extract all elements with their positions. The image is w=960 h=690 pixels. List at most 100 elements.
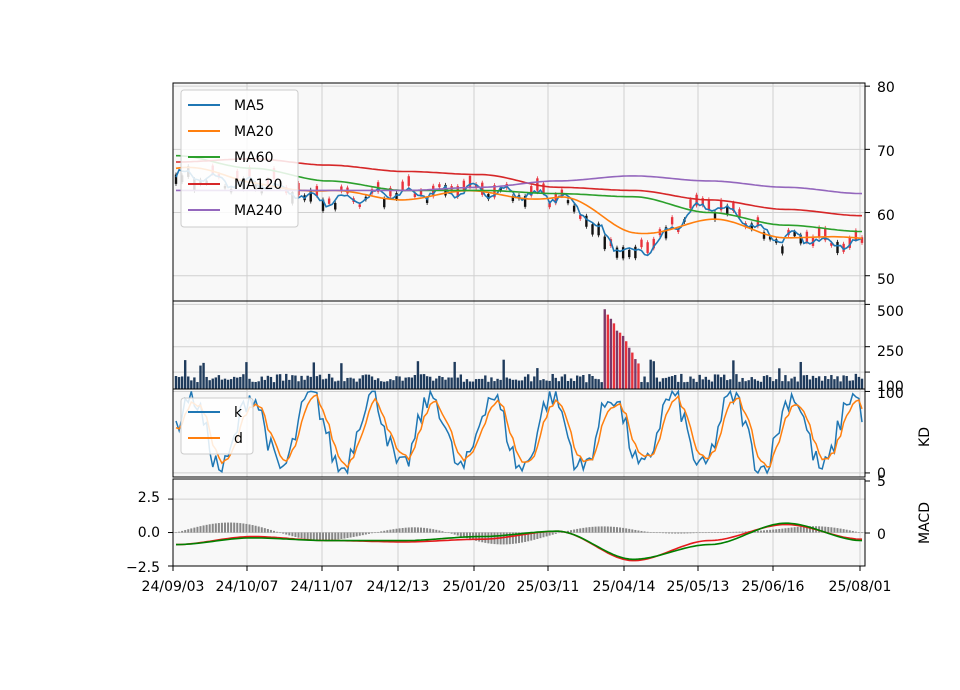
volume-bar [278, 374, 282, 389]
macd-hist-bar [367, 532, 370, 534]
candle-body [579, 215, 582, 219]
candle-body [732, 202, 735, 211]
candle-body [768, 236, 772, 240]
volume-bar [245, 362, 248, 389]
axis-ticks [168, 85, 870, 571]
volume-bar [799, 361, 802, 389]
volume-bar [572, 380, 576, 389]
volume-bar [857, 376, 861, 389]
macd-hist-bar [315, 532, 318, 541]
volume-bar [456, 377, 459, 389]
macd-lines [175, 522, 863, 562]
volume-bar [790, 378, 793, 389]
candle-body [487, 193, 490, 200]
macd-line-dea [176, 522, 863, 561]
volume-bar [254, 381, 257, 389]
macd-tick-labels: −2.5 0.0 2.5 0 5 MACD [126, 474, 933, 576]
volume-bar [312, 362, 316, 389]
volume-bar [716, 374, 720, 389]
kd-tick-label: 100 [877, 386, 904, 402]
volume-bar [208, 380, 211, 389]
macd-hist-bar [208, 524, 211, 533]
macd-hist-bar [429, 528, 432, 533]
volume-bar [759, 381, 763, 389]
macd-hist-bar [432, 529, 435, 533]
macd-hist-bar [331, 532, 334, 540]
legend-label-ma120: MA120 [234, 177, 282, 193]
volume-bar [670, 376, 674, 389]
macd-hist-bar [518, 532, 520, 544]
volume-bar [425, 376, 429, 389]
macd-hist-bar [603, 526, 606, 533]
volume-bar [646, 382, 649, 389]
kd-line-k [175, 388, 863, 476]
macd-hist-bar [763, 530, 765, 533]
volume-bar [569, 378, 573, 389]
volume-bar [830, 375, 833, 389]
candle-body [670, 217, 674, 225]
macd-hist-bar [619, 527, 622, 533]
macd-hist-bar [851, 530, 854, 533]
candle-body [585, 215, 588, 227]
macd-hist-bar [487, 532, 490, 544]
macd-hist-bar [282, 532, 285, 534]
macd-axis-label: MACD [917, 502, 933, 544]
macd-hist-bar [193, 527, 196, 533]
x-tick-label: 25/01/20 [443, 579, 506, 595]
macd-hist-bar [205, 524, 208, 533]
candle-body [652, 238, 655, 249]
candle-body [481, 182, 484, 195]
macd-hist-bar [199, 526, 202, 533]
volume-bar [392, 380, 395, 389]
volume-bar [376, 378, 380, 389]
volume-bar [579, 376, 582, 389]
volume-bar [539, 380, 542, 389]
volume-bar [621, 335, 625, 389]
macd-hist-bar [462, 532, 465, 538]
macd-hist-bar [276, 531, 279, 533]
macd-hist-bar [677, 532, 680, 534]
legend-label-ma240: MA240 [234, 203, 282, 219]
volume-bar [441, 377, 444, 389]
macd-hist-bar [291, 532, 294, 537]
candle-body [572, 205, 576, 212]
macd-left-tick-label: 0.0 [138, 525, 160, 541]
legend-label-d: d [234, 431, 243, 447]
volume-bar [701, 379, 704, 389]
macd-hist-bar [340, 532, 343, 539]
volume-bar [248, 378, 251, 389]
volume-bar [860, 378, 864, 389]
price-tick-label: 60 [877, 208, 895, 224]
volume-bar [747, 380, 750, 389]
macd-hist-bar [720, 532, 723, 533]
macd-hist-bar [318, 532, 321, 541]
macd-hist-bar [591, 526, 594, 533]
macd-hist-bar [300, 532, 303, 539]
macd-hist-bar [735, 531, 738, 533]
volume-bar [686, 381, 689, 389]
volume-bar [373, 379, 377, 389]
macd-hist-bar [187, 529, 190, 533]
volume-bar [814, 377, 818, 389]
volume-bar [517, 380, 521, 389]
volume-bar [196, 382, 199, 389]
macd-hist-bar [622, 527, 625, 533]
volume-bar [802, 375, 806, 389]
candle-body [511, 196, 515, 202]
macd-hist-bar [738, 531, 741, 533]
macd-left-tick-label: −2.5 [126, 560, 160, 576]
volume-tick-label: 250 [877, 344, 904, 360]
macd-hist-bar [805, 526, 808, 533]
candle-body [726, 205, 729, 215]
x-tick-labels: 24/09/03 24/10/07 24/11/07 24/12/13 25/0… [142, 579, 892, 595]
macd-hist-bar [505, 532, 508, 545]
macd-hist-bar [652, 532, 655, 533]
macd-hist-bar [447, 532, 450, 534]
volume-bar [597, 379, 600, 389]
candle-body [860, 237, 864, 243]
volume-bar [502, 359, 505, 389]
volume-bar [239, 376, 242, 389]
volume-bar [787, 381, 790, 389]
macd-hist-bar [502, 532, 505, 545]
volume-bar [673, 374, 677, 389]
